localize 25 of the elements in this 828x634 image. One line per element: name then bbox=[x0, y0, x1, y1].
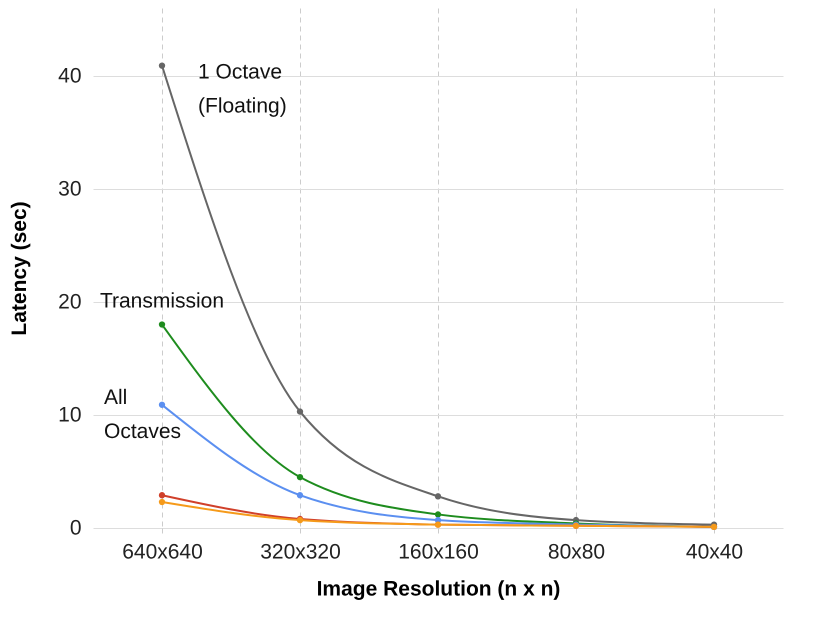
point bbox=[158, 402, 166, 408]
point bbox=[296, 408, 304, 415]
point bbox=[296, 474, 304, 480]
series-label: 1 Octave (Floating) bbox=[198, 60, 287, 118]
x-tick-label: 80x80 bbox=[548, 540, 606, 564]
y-tick-label: 0 bbox=[70, 516, 82, 540]
x-tick-label: 160x160 bbox=[398, 540, 479, 564]
point bbox=[158, 62, 166, 69]
x-tick-label: 40x40 bbox=[686, 540, 744, 564]
y-tick-label: 20 bbox=[58, 290, 82, 314]
point bbox=[434, 511, 442, 518]
series-label: All Octaves bbox=[104, 386, 182, 443]
point bbox=[296, 492, 304, 498]
point bbox=[434, 493, 442, 500]
y-tick-label: 40 bbox=[58, 64, 82, 88]
point bbox=[158, 321, 166, 328]
x-axis-title: Image Resolution (n x n) bbox=[316, 578, 560, 600]
y-tick-label: 10 bbox=[58, 403, 82, 426]
y-axis-title: Latency (sec) bbox=[8, 201, 32, 336]
point bbox=[158, 492, 166, 498]
point bbox=[158, 498, 166, 506]
x-tick-label: 320x320 bbox=[260, 540, 341, 564]
y-tick-label: 30 bbox=[58, 177, 82, 200]
x-tick-label: 640x640 bbox=[122, 540, 203, 564]
series-label: Transmission bbox=[100, 290, 224, 313]
